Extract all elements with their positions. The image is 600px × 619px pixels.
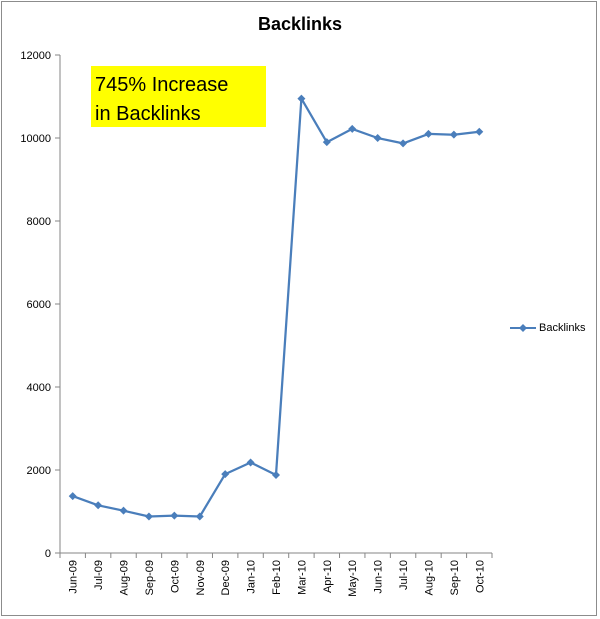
data-point [399,139,408,148]
data-point [424,129,433,138]
data-point [272,470,280,479]
x-tick-label: Jul-10 [398,560,410,590]
data-point [475,127,484,136]
data-point [170,511,179,520]
x-tick-label: Jul-09 [93,560,105,590]
x-tick-label: Nov-09 [195,560,207,595]
x-tick-label: May-10 [347,560,359,597]
legend: Backlinks [510,320,585,336]
x-tick-label: Apr-10 [322,560,334,593]
data-point [195,512,204,521]
data-point [449,130,458,139]
y-tick-label: 0 [45,548,51,560]
y-tick-label: 6000 [27,299,51,311]
data-point [348,124,357,133]
y-tick-label: 4000 [27,382,51,394]
data-point [221,470,230,479]
y-tick-label: 10000 [20,133,51,145]
legend-marker-icon [510,324,536,332]
y-axis-ticks: 0 2000 4000 6000 8000 10000 12000 [20,50,60,560]
x-tick-label: Aug-10 [423,560,435,595]
data-point [119,506,128,515]
x-tick-label: Dec-09 [220,560,232,595]
annotation-box: 745% Increase in Backlinks [91,66,266,127]
series-group [68,94,484,521]
y-tick-label: 12000 [20,50,51,62]
annotation-line-1: 745% Increase [95,74,229,96]
x-axis-ticks: Jun-09 Jul-09 Aug-09 Sep-09 Oct-09 Nov-09 Dec-… [59,553,493,597]
data-point [144,512,153,521]
x-tick-label: Oct-09 [169,560,181,593]
x-tick-label: Feb-10 [271,560,283,595]
y-tick-label: 8000 [27,216,51,228]
y-tick-label: 2000 [27,465,51,477]
data-point [322,138,331,147]
x-tick-label: Oct-10 [474,560,486,593]
data-point [94,501,103,510]
data-point [373,134,382,142]
data-point [297,94,306,103]
x-tick-label: Sep-09 [144,560,156,595]
x-tick-label: Jun-10 [373,560,385,594]
x-tick-label: Sep-10 [449,560,461,595]
data-point [68,492,77,501]
x-tick-label: Mar-10 [296,560,308,595]
x-tick-label: Jun-09 [68,560,80,594]
chart-title: Backlinks [257,14,343,34]
annotation-line-2: in Backlinks [95,103,201,125]
data-point [246,458,255,467]
legend-label: Backlinks [539,322,586,334]
x-tick-label: Jan-10 [246,560,258,594]
series-line [72,97,480,518]
x-tick-label: Aug-09 [119,560,131,595]
